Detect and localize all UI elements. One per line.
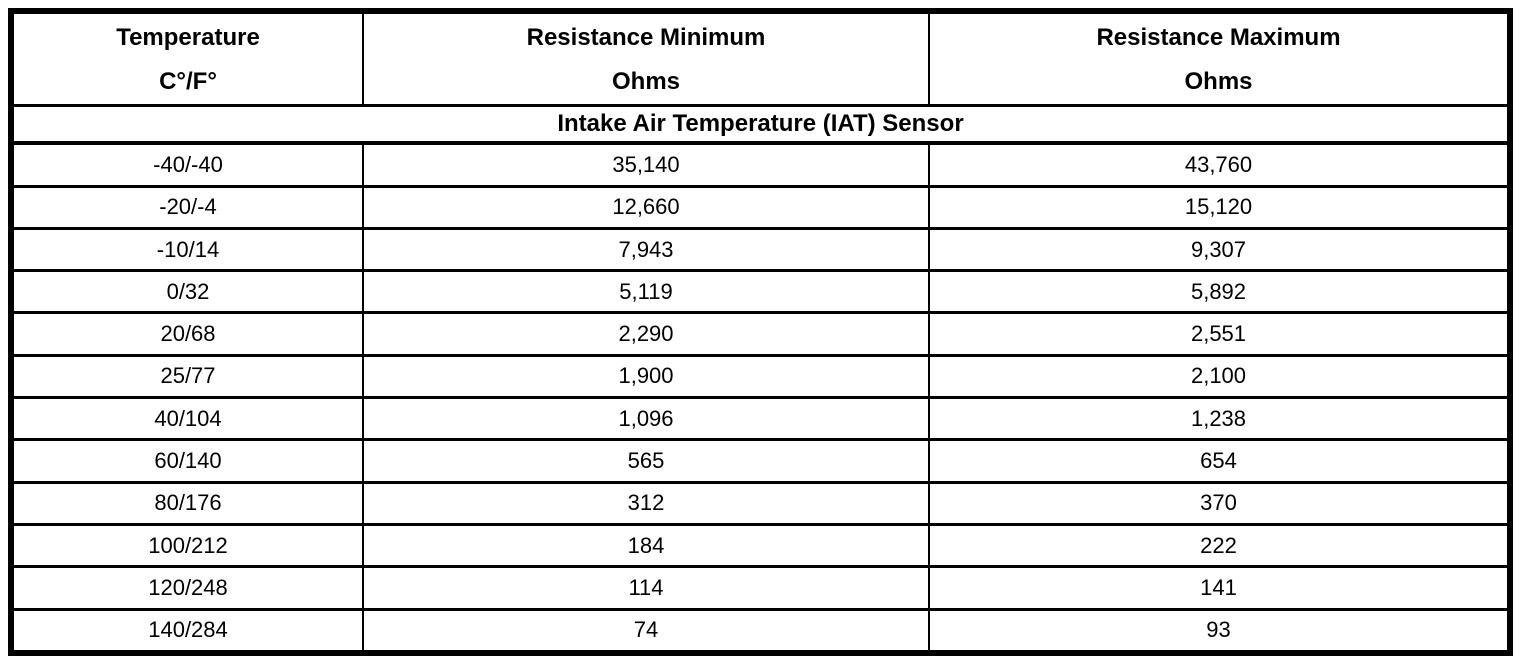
cell-resistance-min: 1,096 — [362, 396, 930, 442]
cell-temperature: -40/-40 — [10, 141, 364, 188]
cell-resistance-max: 222 — [928, 522, 1511, 569]
table-row: -10/14 7,943 9,307 — [10, 226, 1511, 273]
cell-temperature: 80/176 — [10, 480, 364, 526]
col-header-temperature: Temperature C°/F° — [10, 9, 364, 107]
col-header-resistance-min-title: Resistance Minimum — [526, 24, 766, 51]
table-row: 100/212 184 222 — [10, 522, 1511, 569]
cell-resistance-min: 12,660 — [362, 184, 930, 230]
cell-resistance-min: 2,290 — [362, 311, 930, 357]
table-row: 20/68 2,290 2,551 — [10, 311, 1511, 357]
cell-resistance-max: 43,760 — [928, 141, 1511, 188]
cell-resistance-max: 2,551 — [928, 311, 1511, 357]
col-header-resistance-min: Resistance Minimum Ohms — [362, 9, 930, 107]
col-header-temperature-unit: C°/F° — [159, 68, 217, 95]
cell-resistance-min: 5,119 — [362, 269, 930, 315]
col-header-resistance-max-unit: Ohms — [1184, 68, 1253, 95]
cell-resistance-max: 15,120 — [928, 184, 1511, 230]
cell-resistance-min: 565 — [362, 438, 930, 484]
col-header-resistance-min-unit: Ohms — [611, 68, 680, 95]
iat-sensor-resistance-table-wrap: Temperature C°/F° Resistance Minimum Ohm… — [8, 8, 1513, 656]
iat-sensor-resistance-table: Temperature C°/F° Resistance Minimum Ohm… — [8, 8, 1513, 656]
cell-resistance-min: 7,943 — [362, 226, 930, 273]
table-row: -40/-40 35,140 43,760 — [10, 141, 1511, 188]
table-row: 80/176 312 370 — [10, 480, 1511, 526]
cell-resistance-max: 1,238 — [928, 396, 1511, 442]
cell-temperature: 0/32 — [10, 269, 364, 315]
cell-temperature: 20/68 — [10, 311, 364, 357]
table-row: 25/77 1,900 2,100 — [10, 353, 1511, 400]
cell-temperature: 40/104 — [10, 396, 364, 442]
cell-temperature: -10/14 — [10, 226, 364, 273]
cell-temperature: 60/140 — [10, 438, 364, 484]
cell-resistance-min: 74 — [362, 607, 930, 655]
table-row: 0/32 5,119 5,892 — [10, 269, 1511, 315]
col-header-resistance-max-title: Resistance Maximum — [1096, 24, 1341, 51]
table-row: 140/284 74 93 — [10, 607, 1511, 655]
cell-resistance-max: 2,100 — [928, 353, 1511, 400]
table-row: 40/104 1,096 1,238 — [10, 396, 1511, 442]
table-row: 60/140 565 654 — [10, 438, 1511, 484]
cell-resistance-min: 312 — [362, 480, 930, 526]
cell-resistance-max: 9,307 — [928, 226, 1511, 273]
cell-resistance-min: 35,140 — [362, 141, 930, 188]
section-header-row: Intake Air Temperature (IAT) Sensor — [10, 104, 1511, 146]
cell-resistance-max: 141 — [928, 565, 1511, 611]
cell-resistance-max: 370 — [928, 480, 1511, 526]
cell-temperature: 140/284 — [10, 607, 364, 655]
col-header-temperature-title: Temperature — [116, 24, 260, 51]
cell-resistance-min: 184 — [362, 522, 930, 569]
table-row: 120/248 114 141 — [10, 565, 1511, 611]
header-row: Temperature C°/F° Resistance Minimum Ohm… — [10, 9, 1511, 107]
cell-resistance-min: 114 — [362, 565, 930, 611]
cell-resistance-max: 654 — [928, 438, 1511, 484]
section-title-iat-sensor: Intake Air Temperature (IAT) Sensor — [10, 104, 1511, 146]
cell-resistance-max: 93 — [928, 607, 1511, 655]
cell-resistance-min: 1,900 — [362, 353, 930, 400]
cell-temperature: -20/-4 — [10, 184, 364, 230]
table-row: -20/-4 12,660 15,120 — [10, 184, 1511, 230]
cell-temperature: 120/248 — [10, 565, 364, 611]
cell-temperature: 100/212 — [10, 522, 364, 569]
col-header-resistance-max: Resistance Maximum Ohms — [928, 9, 1511, 107]
cell-temperature: 25/77 — [10, 353, 364, 400]
cell-resistance-max: 5,892 — [928, 269, 1511, 315]
